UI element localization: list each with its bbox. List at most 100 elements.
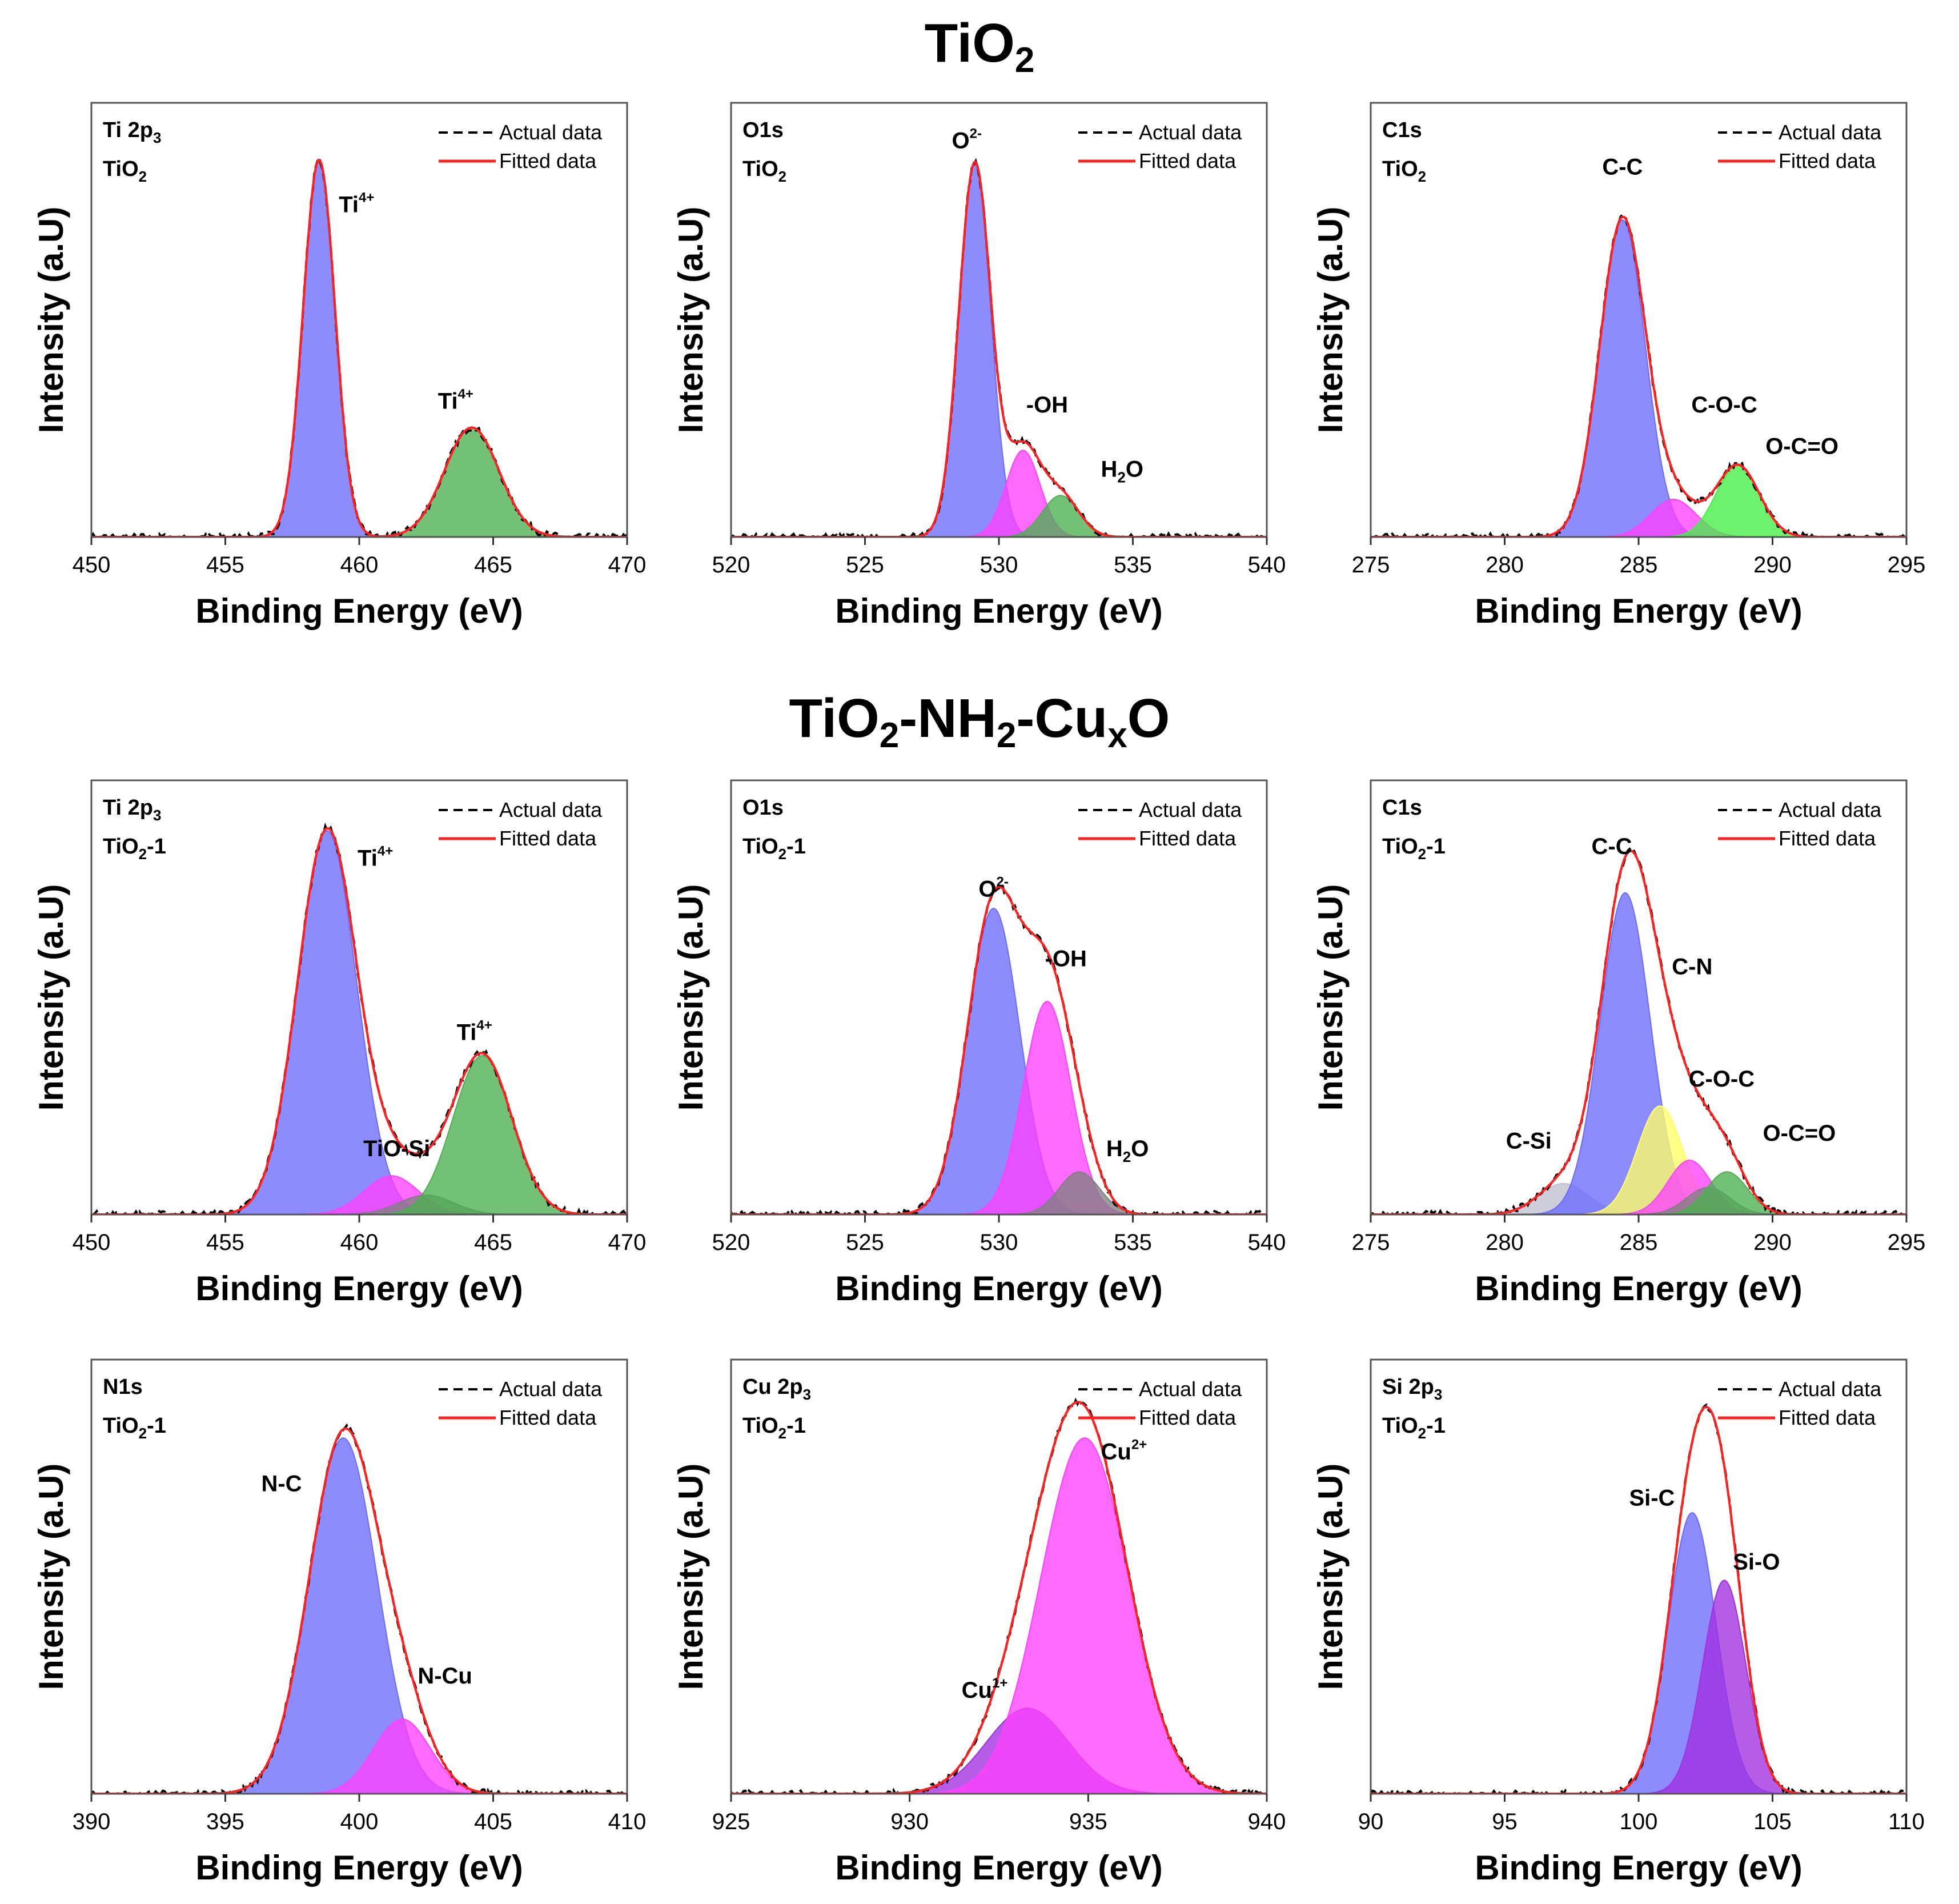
x-tick-label: 275 (1352, 1230, 1390, 1255)
component-peak (91, 1175, 627, 1214)
component-peak (731, 1437, 1267, 1794)
x-tick-label: 400 (340, 1809, 379, 1834)
legend-fitted-label: Fitted data (1779, 1406, 1876, 1429)
y-axis-title: Intensity (a.U) (32, 1464, 70, 1690)
x-tick-label: 460 (340, 1230, 379, 1255)
legend-actual-label: Actual data (1139, 1377, 1242, 1401)
component-peak (731, 1000, 1267, 1214)
x-tick-label: 450 (73, 552, 111, 578)
x-tick-label: 460 (340, 552, 379, 578)
fitted-data-line (731, 1401, 1267, 1794)
x-tick-label: 90 (1358, 1809, 1384, 1834)
y-axis-title: Intensity (a.U) (672, 1464, 710, 1690)
plot-frame (730, 1358, 1268, 1795)
peak-annotation: H2O (1106, 1136, 1149, 1165)
panel-element-label: O1s (742, 118, 784, 142)
x-axis-title: Binding Energy (eV) (835, 592, 1162, 630)
actual-data-line (91, 156, 627, 537)
peak-annotation: C-C (1602, 155, 1643, 180)
peak-annotation: Si-C (1629, 1485, 1675, 1510)
peak-annotation: N-Cu (418, 1664, 472, 1689)
x-tick-label: 520 (712, 1230, 750, 1255)
component-peak (1371, 1160, 1906, 1214)
fitted-data-line (91, 1427, 627, 1794)
legend-fitted-label: Fitted data (1779, 827, 1876, 850)
x-tick-label: 465 (474, 552, 512, 578)
y-axis-title: Intensity (a.U) (672, 884, 710, 1111)
legend-fitted-label: Fitted data (1139, 827, 1237, 850)
x-tick-label: 405 (474, 1809, 512, 1834)
peak-annotation: Ti4+ (358, 843, 393, 871)
panel-sample-label: TiO2-1 (1382, 1414, 1446, 1442)
spectrum-panel: 925 930 935 940 Binding Energy (eV) Intensity… (672, 1358, 1286, 1887)
fitted-data-line (1371, 849, 1906, 1214)
x-tick-label: 530 (980, 552, 1018, 578)
x-tick-label: 295 (1888, 1230, 1926, 1255)
peak-annotation: Cu1+ (962, 1675, 1008, 1703)
component-peak (731, 907, 1267, 1214)
x-tick-label: 395 (206, 1809, 244, 1834)
component-peak (91, 830, 627, 1214)
panel-sample-label: TiO2-1 (1382, 835, 1446, 863)
x-axis-title: Binding Energy (eV) (1475, 592, 1802, 630)
legend-fitted-label: Fitted data (1779, 149, 1876, 173)
x-tick-label: 455 (206, 1230, 244, 1255)
panel-sample-label: TiO2-1 (742, 835, 806, 863)
x-tick-label: 100 (1620, 1809, 1658, 1834)
title-part-sub: x (1107, 716, 1127, 755)
y-axis-title: Intensity (a.U) (1311, 207, 1350, 434)
actual-data-line (731, 882, 1267, 1214)
x-tick-label: 540 (1248, 552, 1286, 578)
panel-sample-label: TiO2-1 (103, 835, 166, 863)
x-tick-label: 525 (846, 1230, 884, 1255)
peak-annotation: Si-O (1733, 1550, 1780, 1575)
component-peak (91, 1718, 627, 1794)
x-tick-label: 295 (1888, 552, 1926, 578)
peak-annotation: O2- (978, 875, 1008, 902)
title-part-sub: 2 (879, 716, 900, 755)
panel-sample-label: TiO2 (1382, 157, 1426, 185)
peak-annotation: C-C (1592, 834, 1632, 859)
fitted-data-line (731, 161, 1267, 537)
spectrum-panel: 520 525 530 535 540 Binding Energy (eV) Intens… (672, 779, 1286, 1308)
peak-annotation: O2- (952, 126, 981, 153)
x-tick-label: 455 (206, 552, 244, 578)
legend-actual-label: Actual data (1779, 121, 1882, 144)
x-tick-label: 535 (1114, 552, 1152, 578)
peak-annotation: H2O (1101, 456, 1143, 486)
component-peak (731, 450, 1267, 537)
panel-element-label: N1s (103, 1375, 143, 1399)
y-axis-title: Intensity (a.U) (672, 207, 710, 434)
legend-actual-label: Actual data (499, 1377, 603, 1401)
x-tick-label: 285 (1620, 552, 1658, 578)
x-tick-label: 530 (980, 1230, 1018, 1255)
x-tick-label: 540 (1248, 1230, 1286, 1255)
title-part-sub: 2 (996, 716, 1017, 755)
title-tio2-sub: 2 (1014, 41, 1035, 80)
title-part: -Cu (1016, 688, 1108, 749)
component-peak (91, 1194, 627, 1214)
x-tick-label: 275 (1352, 552, 1390, 578)
spectrum-panel: 520 525 530 535 540 Binding Energy (eV) Intens… (672, 102, 1286, 630)
component-peak (731, 163, 1267, 537)
section-title-composite: TiO2-NH2-CuxO (0, 688, 1959, 753)
x-tick-label: 290 (1753, 552, 1792, 578)
component-peak (91, 159, 627, 537)
peak-annotation: O-C=O (1765, 434, 1838, 459)
legend-actual-label: Actual data (499, 121, 603, 144)
y-axis-title: Intensity (a.U) (1311, 1464, 1350, 1690)
x-axis-title: Binding Energy (eV) (835, 1849, 1162, 1887)
x-tick-label: 520 (712, 552, 750, 578)
x-tick-label: 470 (608, 552, 647, 578)
spectrum-panel: 275 280 285 290 295 Binding Energy (eV) Intens… (1311, 779, 1926, 1308)
fitted-data-line (91, 159, 627, 537)
peak-annotation: O-C=O (1763, 1121, 1836, 1146)
title-part: O (1127, 688, 1170, 749)
x-tick-label: 930 (890, 1809, 929, 1834)
y-axis-title: Intensity (a.U) (1311, 884, 1350, 1111)
x-tick-label: 925 (712, 1809, 750, 1834)
component-peak (1371, 499, 1906, 537)
y-axis-title: Intensity (a.U) (32, 207, 70, 434)
x-tick-label: 410 (608, 1809, 647, 1834)
